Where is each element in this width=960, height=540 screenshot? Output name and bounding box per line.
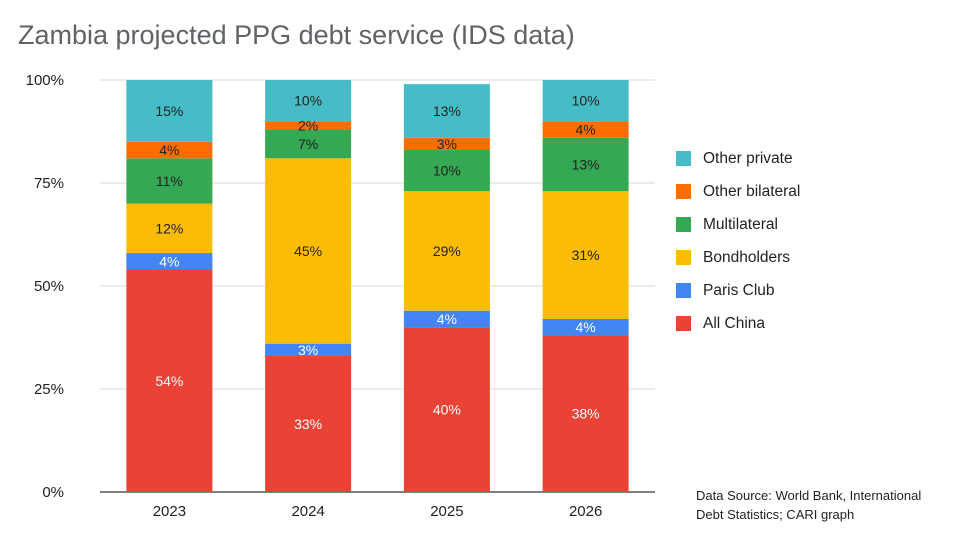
bar-multilateral-2025	[403, 150, 490, 192]
bar-other-private-2026	[542, 80, 629, 122]
bar-bondholders-2025	[403, 191, 490, 311]
bar-paris-club-2026	[542, 318, 629, 336]
data-label: 13%	[433, 103, 461, 119]
legend-label: Paris Club	[703, 281, 775, 299]
chart-legend: Other private Other bilateral Multilateral…	[676, 142, 800, 340]
data-source-line-2: Debt Statistics; CARI graph	[696, 507, 855, 522]
data-label: 29%	[433, 243, 461, 259]
legend-item: All China	[676, 307, 800, 340]
legend-item: Multilateral	[676, 208, 800, 241]
bar-multilateral-2026	[542, 137, 629, 192]
data-label: 7%	[298, 136, 318, 152]
legend-item: Other bilateral	[676, 175, 800, 208]
y-tick-label: 0%	[42, 484, 64, 501]
bar-other-bilateral-2024	[265, 121, 352, 130]
legend-swatch	[676, 184, 691, 199]
data-label: 4%	[159, 253, 179, 269]
bar-all-china-2025	[403, 327, 490, 492]
bar-paris-club-2023	[126, 253, 213, 270]
legend-swatch	[676, 217, 691, 232]
legend-label: Bondholders	[703, 248, 791, 266]
bar-other-bilateral-2026	[542, 121, 629, 138]
data-source-line-1: Data Source: World Bank, International	[696, 488, 922, 503]
legend-item: Bondholders	[676, 241, 800, 274]
bar-multilateral-2024	[265, 129, 352, 159]
bar-bondholders-2023	[126, 203, 213, 254]
bar-other-private-2025	[403, 84, 490, 138]
data-label: 10%	[433, 163, 461, 179]
x-tick-label: 2024	[291, 503, 324, 520]
data-label: 4%	[437, 311, 457, 327]
bar-bondholders-2024	[265, 158, 352, 344]
legend-swatch	[676, 250, 691, 265]
bar-other-private-2023	[126, 80, 213, 142]
data-label: 15%	[155, 103, 183, 119]
legend-item: Other private	[676, 142, 800, 175]
data-label: 10%	[572, 93, 600, 109]
bar-paris-club-2024	[265, 343, 352, 357]
y-tick-label: 50%	[34, 278, 64, 295]
data-label: 31%	[572, 247, 600, 263]
legend-label: Multilateral	[703, 215, 778, 233]
data-label: 3%	[437, 136, 457, 152]
y-tick-label: 100%	[26, 72, 64, 89]
bar-all-china-2024	[265, 356, 352, 492]
legend-label: Other bilateral	[703, 182, 801, 200]
data-label: 4%	[576, 319, 596, 335]
bar-other-bilateral-2025	[403, 137, 490, 151]
bar-all-china-2026	[542, 335, 629, 492]
legend-swatch	[676, 283, 691, 298]
data-label: 2%	[298, 117, 318, 133]
bar-other-bilateral-2023	[126, 141, 213, 159]
data-label: 40%	[433, 402, 461, 418]
data-label: 33%	[294, 416, 322, 432]
data-label: 11%	[156, 173, 183, 189]
legend-item: Paris Club	[676, 274, 800, 307]
chart-title: Zambia projected PPG debt service (IDS d…	[18, 20, 575, 50]
bar-paris-club-2025	[403, 310, 490, 328]
data-label: 13%	[572, 156, 600, 172]
bar-all-china-2023	[126, 269, 213, 492]
data-label: 3%	[298, 342, 318, 358]
bar-other-private-2024	[265, 80, 352, 122]
x-tick-label: 2026	[569, 503, 602, 520]
bar-bondholders-2026	[542, 191, 629, 319]
data-label: 12%	[155, 220, 183, 236]
x-tick-label: 2025	[430, 503, 463, 520]
data-label: 38%	[572, 406, 600, 422]
data-label: 10%	[294, 93, 322, 109]
legend-swatch	[676, 151, 691, 166]
legend-swatch	[676, 316, 691, 331]
data-source-note: Data Source: World Bank, International D…	[696, 486, 956, 524]
data-label: 54%	[155, 373, 183, 389]
legend-label: Other private	[703, 149, 793, 167]
x-tick-label: 2023	[153, 503, 186, 520]
data-label: 4%	[576, 121, 596, 137]
bar-multilateral-2023	[126, 158, 213, 204]
data-label: 4%	[159, 142, 179, 158]
data-label: 45%	[294, 243, 322, 259]
y-tick-label: 75%	[34, 175, 64, 192]
y-tick-label: 25%	[34, 381, 64, 398]
legend-label: All China	[703, 314, 766, 332]
